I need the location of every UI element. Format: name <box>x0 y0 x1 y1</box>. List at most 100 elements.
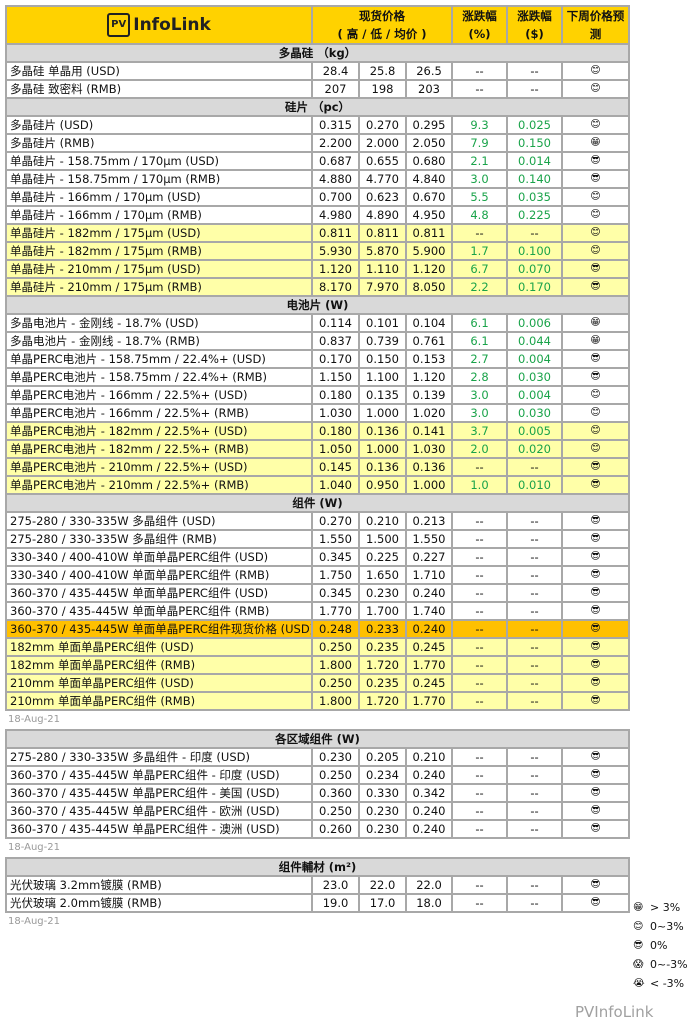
price-avg: 0.342 <box>405 783 453 803</box>
price-high: 23.0 <box>311 875 360 895</box>
change-abs: 0.035 <box>506 187 563 207</box>
table-row: 单晶PERC电池片 - 158.75mm / 22.4%+ (USD) 0.17… <box>5 349 630 369</box>
price-avg: 1.550 <box>405 529 453 549</box>
section-header: 组件 (W) <box>5 493 630 513</box>
price-low: 1.000 <box>358 403 407 423</box>
change-pct: 2.8 <box>451 367 508 387</box>
change-abs: 0.140 <box>506 169 563 189</box>
price-high: 0.250 <box>311 801 360 821</box>
price-high: 8.170 <box>311 277 360 297</box>
product-name: 330-340 / 400-410W 单面单晶PERC组件 (RMB) <box>5 565 313 585</box>
table-row: 单晶硅片 - 166mm / 170μm (USD) 0.700 0.623 0… <box>5 187 630 207</box>
product-name: 单晶硅片 - 182mm / 175μm (USD) <box>5 223 313 243</box>
price-high: 1.550 <box>311 529 360 549</box>
table-row: 单晶硅片 - 158.75mm / 170μm (RMB) 4.880 4.77… <box>5 169 630 189</box>
change-abs: -- <box>506 875 563 895</box>
change-pct: -- <box>451 801 508 821</box>
change-pct: -- <box>451 637 508 657</box>
forecast-cool-icon: 😎 <box>561 601 630 621</box>
change-pct: -- <box>451 765 508 785</box>
table-row: 210mm 单面单晶PERC组件 (USD) 0.250 0.235 0.245… <box>5 673 630 693</box>
change-abs: -- <box>506 801 563 821</box>
table-row: 单晶PERC电池片 - 210mm / 22.5%+ (USD) 0.145 0… <box>5 457 630 477</box>
product-name: 多晶硅片 (USD) <box>5 115 313 135</box>
table-row: 单晶PERC电池片 - 158.75mm / 22.4%+ (RMB) 1.15… <box>5 367 630 387</box>
forecast-cool-icon: 😎 <box>561 367 630 387</box>
table-header: PV InfoLink 现货价格( 高 / 低 / 均价 ) 涨跌幅 (%) 涨跌幅… <box>5 5 630 45</box>
price-low: 0.811 <box>358 223 407 243</box>
product-name: 单晶硅片 - 166mm / 170μm (RMB) <box>5 205 313 225</box>
product-name: 360-370 / 435-445W 单面单晶PERC组件 (RMB) <box>5 601 313 621</box>
product-name: 多晶电池片 - 金刚线 - 18.7% (RMB) <box>5 331 313 351</box>
price-high: 1.040 <box>311 475 360 495</box>
change-abs: -- <box>506 673 563 693</box>
change-pct: 2.1 <box>451 151 508 171</box>
price-avg: 0.213 <box>405 511 453 531</box>
change-pct: 2.0 <box>451 439 508 459</box>
change-pct: -- <box>451 511 508 531</box>
change-abs: -- <box>506 583 563 603</box>
price-avg: 4.950 <box>405 205 453 225</box>
change-abs: -- <box>506 819 563 839</box>
table-row: 多晶电池片 - 金刚线 - 18.7% (RMB) 0.837 0.739 0.… <box>5 331 630 351</box>
header-spot-price: 现货价格( 高 / 低 / 均价 ) <box>311 5 453 45</box>
forecast-cool-icon: 😎 <box>560 819 631 839</box>
forecast-cool-icon: 😎 <box>561 583 630 603</box>
forecast-cool-icon: 😎 <box>561 151 630 171</box>
price-low: 0.230 <box>358 583 407 603</box>
change-abs: -- <box>506 547 563 567</box>
change-pct: -- <box>451 223 508 243</box>
price-low: 0.950 <box>358 475 407 495</box>
change-pct: 3.0 <box>451 403 508 423</box>
price-low: 0.655 <box>358 151 407 171</box>
price-avg: 0.240 <box>405 619 453 639</box>
change-abs: 0.020 <box>506 439 563 459</box>
change-abs: -- <box>506 565 563 585</box>
product-name: 单晶PERC电池片 - 210mm / 22.5%+ (RMB) <box>5 475 313 495</box>
change-pct: -- <box>451 601 508 621</box>
change-pct: 3.0 <box>451 385 508 405</box>
price-high: 4.980 <box>311 205 360 225</box>
section-header: 硅片 （pc） <box>5 97 630 117</box>
smile-icon: 😊 <box>633 921 644 932</box>
price-avg: 0.245 <box>405 637 453 657</box>
legend-item: 😭 < -3% <box>633 977 685 990</box>
price-low: 0.739 <box>358 331 407 351</box>
price-avg: 0.811 <box>405 223 453 243</box>
price-low: 0.235 <box>358 637 407 657</box>
change-abs: 0.014 <box>506 151 563 171</box>
price-low: 0.270 <box>358 115 407 135</box>
price-low: 0.234 <box>358 765 407 785</box>
price-avg: 1.740 <box>405 601 453 621</box>
forecast-cool-icon: 😎 <box>561 655 630 675</box>
price-high: 0.250 <box>311 765 360 785</box>
product-name: 182mm 单面单晶PERC组件 (USD) <box>5 637 313 657</box>
forecast-smile-icon: 😊 <box>561 79 630 99</box>
change-pct: 1.0 <box>451 475 508 495</box>
product-name: 单晶硅片 - 210mm / 175μm (RMB) <box>5 277 313 297</box>
price-low: 25.8 <box>358 61 407 81</box>
price-low: 1.700 <box>358 601 407 621</box>
table-row: 多晶电池片 - 金刚线 - 18.7% (USD) 0.114 0.101 0.… <box>5 313 630 333</box>
product-name: 单晶PERC电池片 - 182mm / 22.5%+ (RMB) <box>5 439 313 459</box>
change-pct: 7.9 <box>451 133 508 153</box>
change-abs: 0.005 <box>506 421 563 441</box>
forecast-grin-icon: 😁 <box>561 133 630 153</box>
price-high: 1.800 <box>311 691 360 711</box>
change-pct: -- <box>451 747 508 767</box>
forecast-cool-icon: 😎 <box>561 277 630 297</box>
forecast-smile-icon: 😊 <box>561 403 630 423</box>
forecast-smile-icon: 😊 <box>561 421 630 441</box>
price-high: 0.170 <box>311 349 360 369</box>
price-low: 0.623 <box>358 187 407 207</box>
table-row: 单晶硅片 - 182mm / 175μm (USD) 0.811 0.811 0… <box>5 223 630 243</box>
change-pct: 3.7 <box>451 421 508 441</box>
price-low: 5.870 <box>358 241 407 261</box>
price-avg: 0.227 <box>405 547 453 567</box>
forecast-smile-icon: 😊 <box>561 115 630 135</box>
table-row: 275-280 / 330-335W 多晶组件 (RMB) 1.550 1.50… <box>5 529 630 549</box>
forecast-legend: 😁 > 3% 😊 0~3% 😎 0% 😱 0~-3% 😭 < -3% <box>633 898 696 993</box>
change-abs: -- <box>506 691 563 711</box>
change-pct: 2.7 <box>451 349 508 369</box>
legend-item: 😱 0~-3% <box>633 958 688 971</box>
